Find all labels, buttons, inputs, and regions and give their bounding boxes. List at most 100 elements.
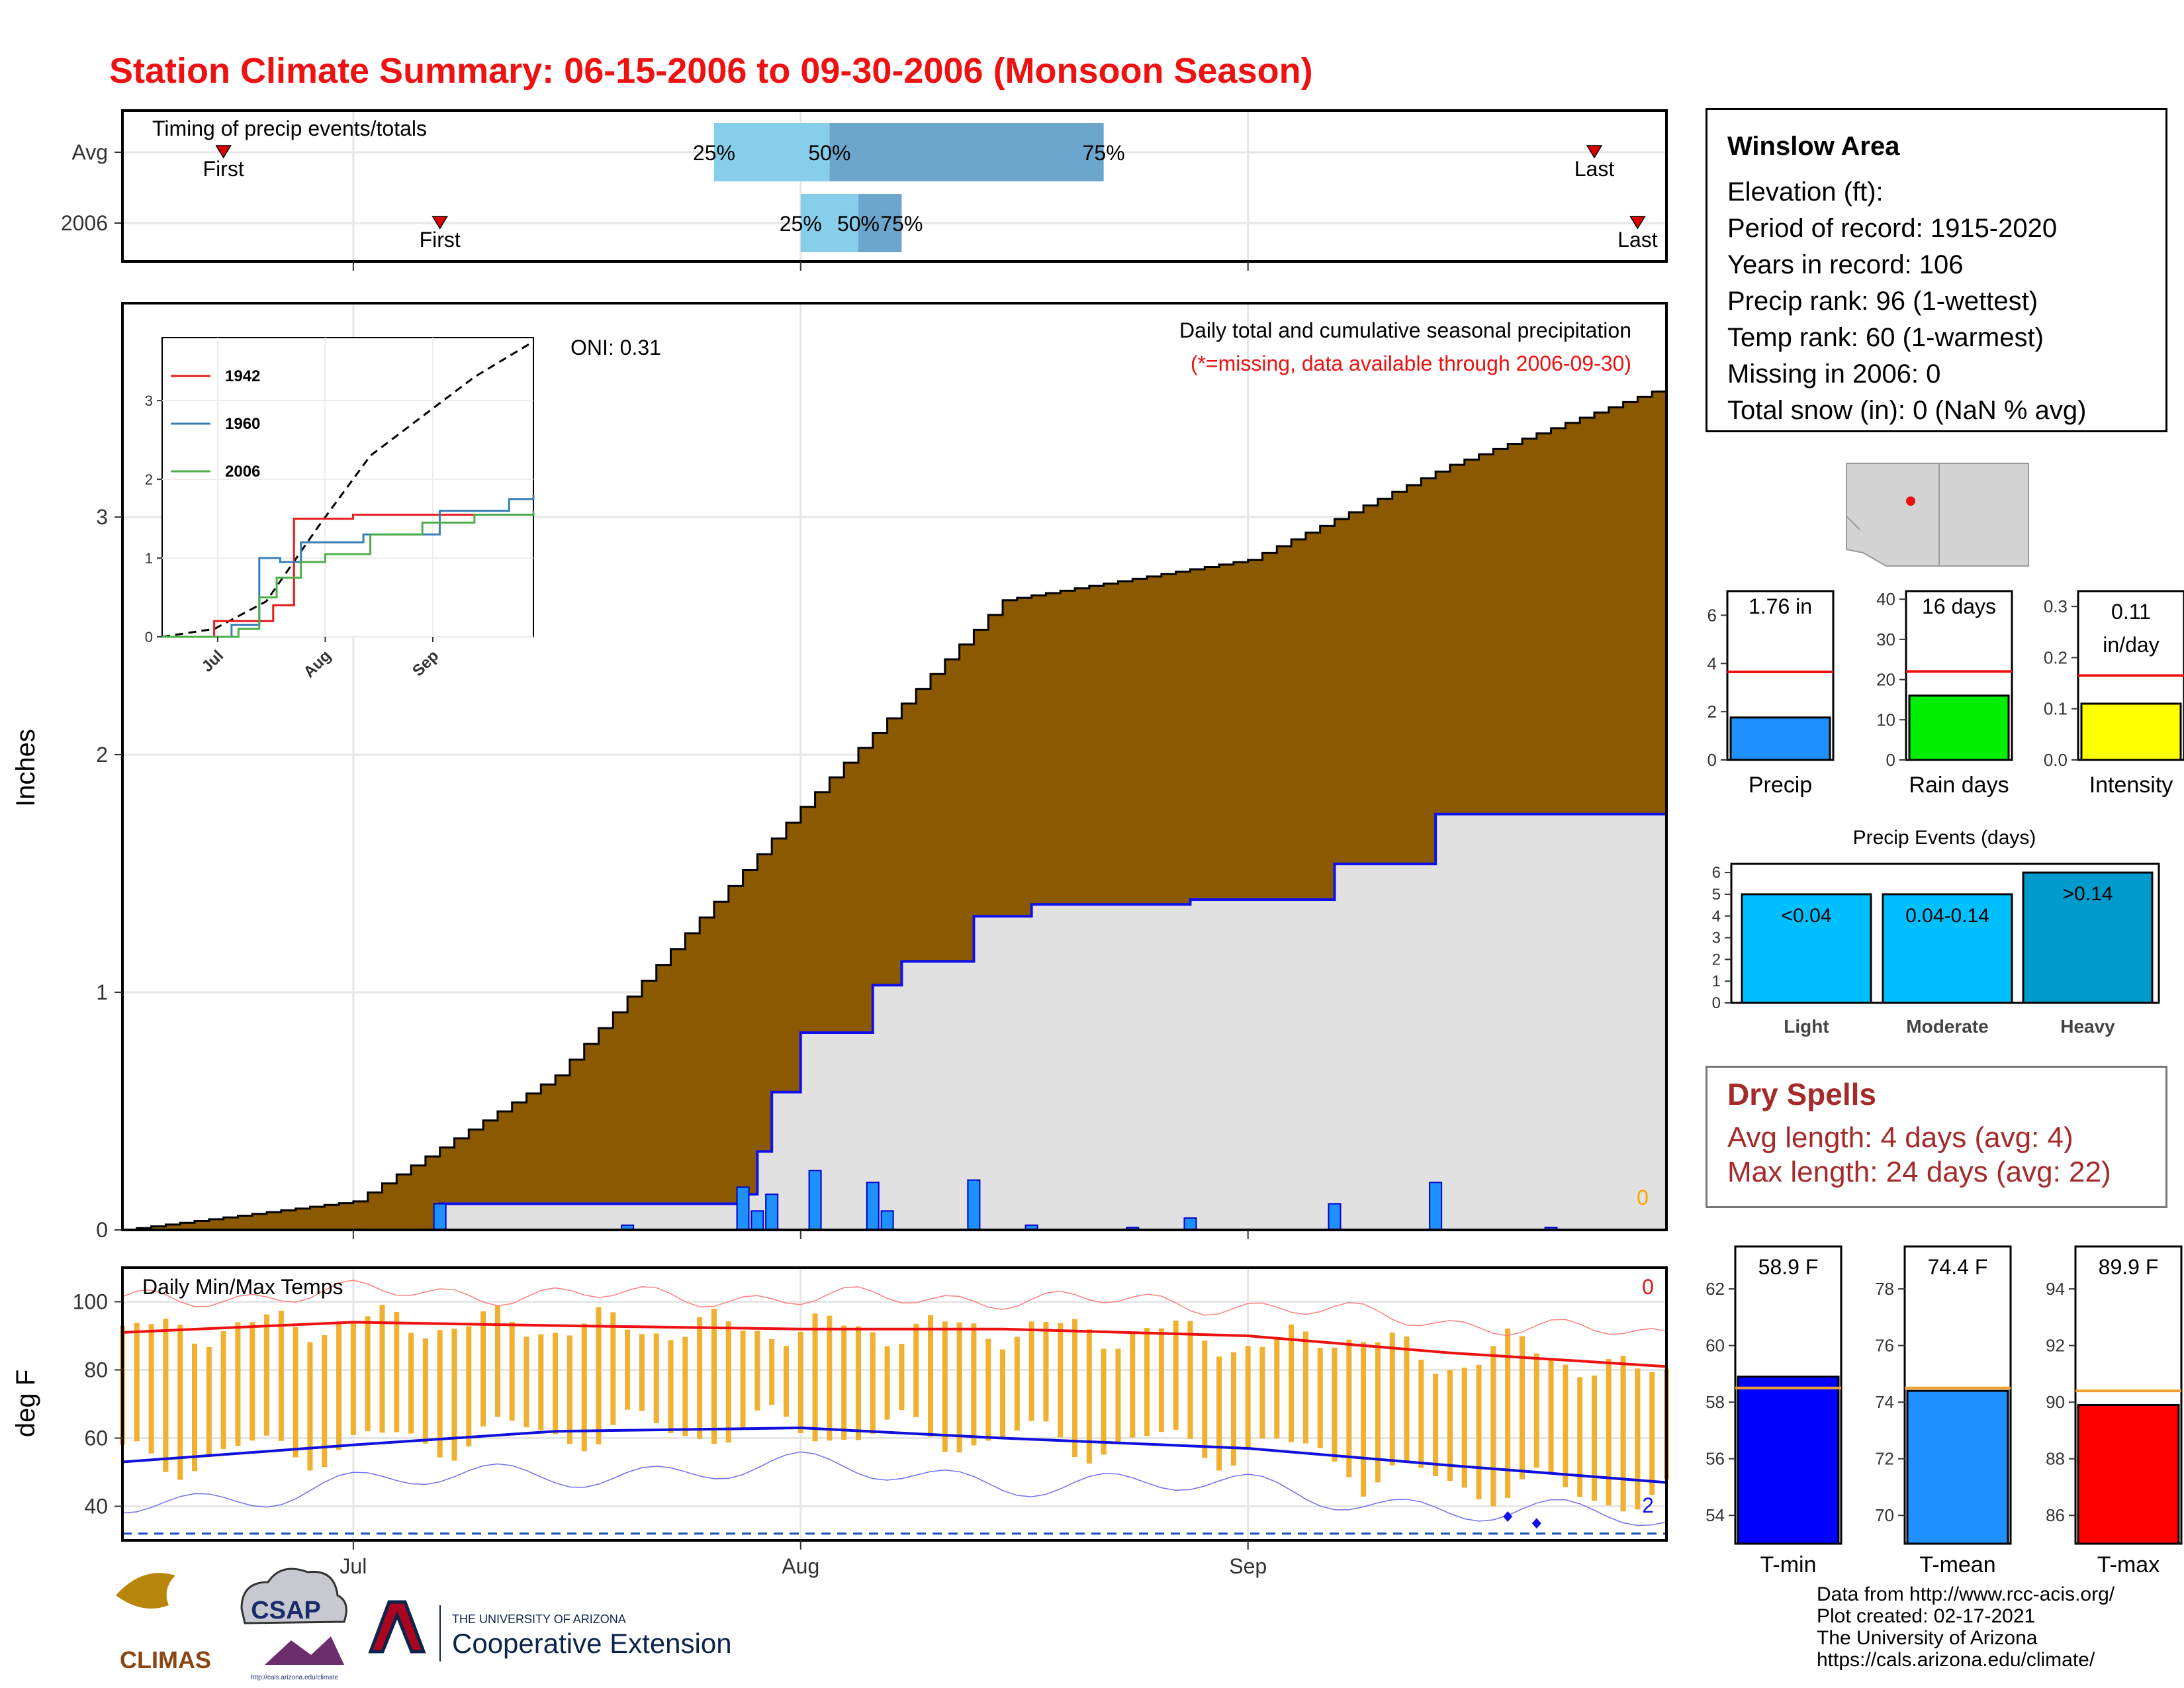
daily-temp-bar xyxy=(1490,1346,1496,1507)
timing-pct-label: 75% xyxy=(1083,141,1125,165)
station-info-box: Winslow Area Elevation (ft): Period of r… xyxy=(1706,108,2167,432)
inset-legend-label: 2006 xyxy=(225,463,260,481)
temps-panel: 100 80 60 40 Jul Aug Sep deg F Daily Min/Max Tem… xyxy=(11,1266,1669,1578)
csap-cloud-icon xyxy=(240,1568,347,1624)
temps-y-label: deg F xyxy=(11,1370,40,1437)
event-category-label: Heavy xyxy=(2060,1016,2115,1037)
daily-temp-bar xyxy=(971,1323,977,1446)
daily-temp-bar xyxy=(1433,1374,1439,1477)
tempbar-value-label: 58.9 F xyxy=(1758,1255,1819,1279)
events-y-tick-label: 5 xyxy=(1712,886,1721,904)
precip-frame xyxy=(121,302,1668,1231)
tempbar-category-label: T-mean xyxy=(1919,1552,1995,1577)
tempbar-y-tick-label: 90 xyxy=(2046,1392,2065,1412)
daily-temp-bar xyxy=(307,1342,313,1471)
ua-logo-line1: THE UNIVERSITY OF ARIZONA xyxy=(452,1613,626,1626)
temps-y-tick-label: 40 xyxy=(84,1495,108,1519)
summary-y-tick-label: 0.2 xyxy=(2044,647,2068,667)
daily-temp-bar xyxy=(1389,1333,1395,1466)
tempbar-T-max xyxy=(2077,1403,2180,1545)
daily-temp-bar xyxy=(942,1321,948,1452)
daily-temp-bar xyxy=(653,1333,659,1424)
events-y-tick-label: 2 xyxy=(1712,951,1721,968)
precip-y-tick-label: 0 xyxy=(96,1218,108,1242)
temps-count-bottom: 2 xyxy=(1642,1493,1654,1517)
station-precip-rank: Precip rank: 96 (1-wettest) xyxy=(1727,287,2038,316)
daily-precip-bar xyxy=(880,1210,894,1231)
station-elevation: Elevation (ft): xyxy=(1727,177,1884,207)
timing-marker xyxy=(215,145,232,159)
timing-marker xyxy=(1586,145,1603,159)
daily-temp-bar xyxy=(451,1329,457,1461)
summary-category-label: Rain days xyxy=(1909,773,2009,798)
inset-y-tick-label: 3 xyxy=(145,393,153,409)
climas-logo-text: CLIMAS xyxy=(120,1646,211,1673)
daily-temp-bar xyxy=(1591,1375,1597,1501)
daily-temp-bar xyxy=(1548,1358,1554,1474)
tempbar-y-tick-label: 72 xyxy=(1875,1449,1894,1469)
daily-temp-bar xyxy=(1173,1321,1179,1430)
summary-value-label: 16 days xyxy=(1922,594,1996,618)
daily-temp-bar xyxy=(1404,1336,1410,1461)
tempbar-y-tick-label: 54 xyxy=(1706,1505,1725,1525)
daily-temp-bar xyxy=(1216,1356,1222,1471)
events-y-tick-label: 1 xyxy=(1712,972,1721,990)
daily-temp-bar xyxy=(740,1331,746,1429)
daily-temp-bar xyxy=(1028,1321,1034,1421)
summary-y-tick-label: 6 xyxy=(1707,605,1717,625)
precip-subtitle: (*=missing, data available through 2006-… xyxy=(1191,352,1631,375)
temp-bars-panel: 54 56 58 60 62 58.9 F T-min 70 72 74 76 78 74.4 F T-m… xyxy=(1706,1245,2183,1577)
temps-count-top: 0 xyxy=(1642,1275,1654,1299)
summary-bar-Precip xyxy=(1729,716,1831,761)
daily-precip-bar xyxy=(1429,1182,1443,1231)
summary-y-tick-label: 0.3 xyxy=(2044,596,2068,616)
daily-temp-bar xyxy=(1476,1364,1482,1499)
summary-category-label: Intensity xyxy=(2089,773,2173,798)
month-label: Jul xyxy=(340,1554,367,1578)
daily-temp-bar xyxy=(1130,1333,1136,1438)
timing-title: Timing of precip events/totals xyxy=(152,117,427,140)
daily-temp-bar xyxy=(1577,1377,1583,1497)
daily-precip-bar xyxy=(1183,1217,1197,1231)
tempbar-y-tick-label: 86 xyxy=(2046,1505,2065,1525)
tempbar-y-tick-label: 62 xyxy=(1706,1279,1725,1299)
daily-temp-bar xyxy=(1461,1368,1467,1488)
daily-temp-bar xyxy=(1158,1328,1164,1432)
daily-temp-bar xyxy=(480,1311,486,1427)
daily-temp-bar xyxy=(1086,1329,1092,1464)
tempbar-category-label: T-max xyxy=(2097,1552,2160,1577)
timing-frame xyxy=(121,109,1668,263)
station-location-dot xyxy=(1906,496,1915,506)
timing-pct-label: 25% xyxy=(780,212,822,236)
daily-temp-bar xyxy=(235,1322,241,1446)
daily-temp-bar xyxy=(1620,1356,1626,1512)
daily-temp-bar xyxy=(928,1315,934,1437)
locator-map xyxy=(1846,463,2029,567)
summary-y-tick-label: 30 xyxy=(1876,630,1895,649)
daily-temp-bar xyxy=(913,1323,919,1417)
inset-series-line-1942 xyxy=(162,510,535,638)
daily-temp-bar xyxy=(264,1314,270,1436)
event-bar-label: <0.04 xyxy=(1782,905,1832,927)
daily-temp-bar xyxy=(567,1335,572,1444)
events-panel: Precip Events (days) <0.04 Light 0.04-0.14 M… xyxy=(1712,827,2160,1037)
climas-logo-shape xyxy=(116,1573,175,1609)
tempbar-value-label: 74.4 F xyxy=(1928,1255,1988,1279)
event-bar-Light xyxy=(1741,893,1872,1004)
daily-temp-bar xyxy=(899,1344,905,1411)
timing-row-label: Avg xyxy=(71,140,108,164)
daily-temp-bar xyxy=(1375,1342,1381,1483)
temps-title: Daily Min/Max Temps xyxy=(142,1275,343,1299)
events-y-tick-label: 3 xyxy=(1712,929,1721,947)
daily-precip-bar xyxy=(736,1186,750,1231)
inset-series-line-2006 xyxy=(162,510,535,638)
daily-temp-bar xyxy=(350,1322,356,1436)
summary-value-label: 0.11 xyxy=(2111,600,2151,624)
tempbar-T-min xyxy=(1737,1376,1840,1545)
inset-y-tick-label: 0 xyxy=(145,629,153,645)
daily-temp-bar xyxy=(1230,1352,1236,1466)
daily-temp-bar xyxy=(1519,1336,1525,1479)
timing-first-label: First xyxy=(420,228,461,252)
tempbar-T-mean xyxy=(1906,1389,2009,1545)
